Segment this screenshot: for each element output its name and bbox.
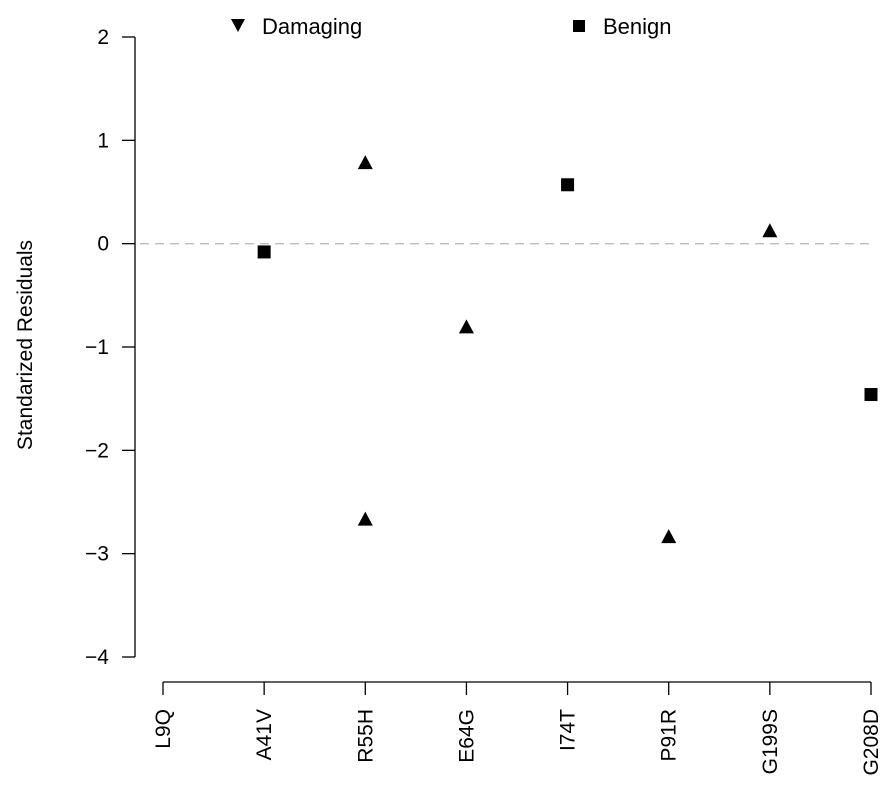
- damaging-point: [357, 155, 373, 170]
- y-axis-title: Standarized Residuals: [14, 240, 37, 450]
- legend-label-damaging: Damaging: [262, 14, 362, 39]
- y-tick-label: −2: [85, 439, 109, 462]
- legend: Damaging Benign: [231, 14, 672, 39]
- x-tick-label: R55H: [354, 709, 377, 763]
- x-tick-label: L9Q: [152, 709, 175, 749]
- x-tick-label: G199S: [759, 709, 782, 774]
- y-tick-label: −1: [85, 336, 109, 359]
- legend-label-benign: Benign: [603, 14, 672, 39]
- x-tick-label: A41V: [253, 709, 276, 760]
- benign-point: [257, 245, 271, 259]
- y-axis: 2 1 0 −1 −2 −3 −4: [85, 26, 136, 669]
- x-tick-label: I74T: [557, 709, 580, 751]
- benign-point: [561, 178, 575, 192]
- damaging-point: [357, 511, 373, 526]
- damaging-point: [458, 319, 474, 334]
- data-points: [257, 155, 878, 544]
- y-tick-label: 2: [97, 26, 109, 49]
- y-tick-label: 1: [97, 129, 109, 152]
- benign-point: [864, 388, 878, 402]
- y-tick-label: −3: [85, 543, 109, 566]
- legend-square-icon: [573, 20, 585, 32]
- legend-triangle-icon: [231, 19, 245, 32]
- y-tick-label: 0: [97, 233, 109, 256]
- damaging-point: [661, 529, 677, 544]
- damaging-point: [762, 223, 778, 238]
- x-tick-label: E64G: [455, 709, 478, 763]
- x-tick-label: P91R: [658, 709, 681, 762]
- x-tick-label: G208D: [860, 709, 883, 776]
- x-axis: L9Q A41V R55H E64G I74T P91R G199S G208D: [152, 681, 883, 776]
- y-tick-label: −4: [85, 646, 109, 669]
